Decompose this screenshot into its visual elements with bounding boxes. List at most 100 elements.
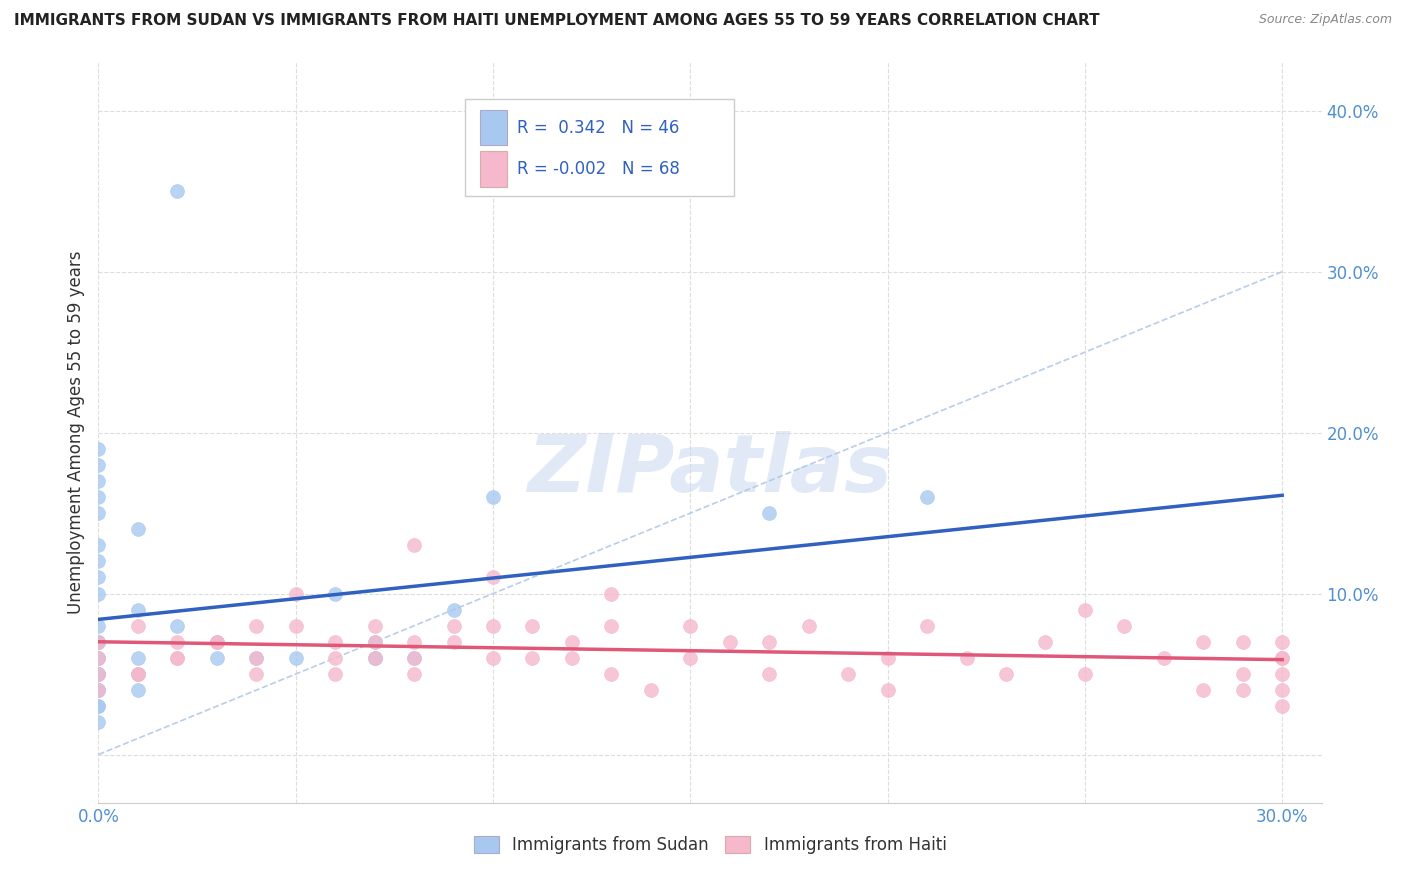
Point bbox=[87, 667, 110, 681]
Point bbox=[245, 619, 267, 633]
Point bbox=[363, 635, 385, 649]
Point bbox=[87, 667, 110, 681]
Point bbox=[640, 683, 662, 698]
Text: IMMIGRANTS FROM SUDAN VS IMMIGRANTS FROM HAITI UNEMPLOYMENT AMONG AGES 55 TO 59 : IMMIGRANTS FROM SUDAN VS IMMIGRANTS FROM… bbox=[14, 13, 1099, 29]
Point bbox=[404, 651, 426, 665]
Point bbox=[87, 651, 110, 665]
Point bbox=[87, 619, 110, 633]
Point bbox=[837, 667, 859, 681]
Point bbox=[1232, 635, 1254, 649]
Point bbox=[127, 602, 149, 616]
Point bbox=[522, 651, 544, 665]
Point bbox=[87, 651, 110, 665]
Point bbox=[87, 667, 110, 681]
Point bbox=[758, 667, 780, 681]
Point bbox=[127, 667, 149, 681]
Point bbox=[404, 635, 426, 649]
Point bbox=[127, 667, 149, 681]
Point bbox=[600, 667, 623, 681]
Point bbox=[87, 538, 110, 552]
Point bbox=[1192, 635, 1215, 649]
Bar bbox=[479, 110, 508, 145]
Point bbox=[245, 667, 267, 681]
Point bbox=[87, 699, 110, 714]
Point bbox=[127, 651, 149, 665]
Point bbox=[482, 619, 505, 633]
Point bbox=[87, 442, 110, 456]
Point bbox=[482, 490, 505, 504]
Point bbox=[561, 651, 583, 665]
Point bbox=[245, 651, 267, 665]
Point bbox=[323, 586, 346, 600]
Point bbox=[363, 651, 385, 665]
Point bbox=[404, 538, 426, 552]
Point bbox=[679, 619, 702, 633]
Point bbox=[443, 619, 465, 633]
Point bbox=[758, 506, 780, 520]
Point bbox=[166, 635, 188, 649]
Point bbox=[1271, 635, 1294, 649]
Point bbox=[1271, 683, 1294, 698]
Point bbox=[166, 651, 188, 665]
FancyBboxPatch shape bbox=[465, 99, 734, 195]
Point bbox=[363, 651, 385, 665]
Point bbox=[1035, 635, 1057, 649]
Point bbox=[166, 651, 188, 665]
Point bbox=[87, 667, 110, 681]
Point bbox=[994, 667, 1017, 681]
Point bbox=[797, 619, 820, 633]
Point bbox=[482, 570, 505, 584]
Y-axis label: Unemployment Among Ages 55 to 59 years: Unemployment Among Ages 55 to 59 years bbox=[66, 251, 84, 615]
Point bbox=[1232, 683, 1254, 698]
Point bbox=[87, 570, 110, 584]
Point bbox=[363, 635, 385, 649]
Point bbox=[87, 635, 110, 649]
Point bbox=[127, 683, 149, 698]
Point bbox=[443, 602, 465, 616]
Point bbox=[87, 554, 110, 568]
Point bbox=[679, 651, 702, 665]
Point bbox=[404, 667, 426, 681]
Point bbox=[363, 619, 385, 633]
Point bbox=[600, 586, 623, 600]
Point bbox=[561, 635, 583, 649]
Point bbox=[915, 619, 938, 633]
Point bbox=[87, 506, 110, 520]
Point bbox=[87, 635, 110, 649]
Text: ZIPatlas: ZIPatlas bbox=[527, 431, 893, 508]
Point bbox=[205, 635, 228, 649]
Point bbox=[1271, 667, 1294, 681]
Point bbox=[323, 635, 346, 649]
Text: R =  0.342   N = 46: R = 0.342 N = 46 bbox=[517, 119, 679, 136]
Point bbox=[443, 635, 465, 649]
Point bbox=[127, 522, 149, 536]
Legend: Immigrants from Sudan, Immigrants from Haiti: Immigrants from Sudan, Immigrants from H… bbox=[467, 830, 953, 861]
Point bbox=[87, 683, 110, 698]
Point bbox=[127, 619, 149, 633]
Point bbox=[323, 667, 346, 681]
Point bbox=[404, 651, 426, 665]
Point bbox=[284, 619, 307, 633]
Point bbox=[166, 619, 188, 633]
Point bbox=[1074, 667, 1097, 681]
Point bbox=[758, 635, 780, 649]
Point bbox=[1192, 683, 1215, 698]
Text: R = -0.002   N = 68: R = -0.002 N = 68 bbox=[517, 160, 679, 178]
Point bbox=[205, 635, 228, 649]
Point bbox=[87, 586, 110, 600]
Text: Source: ZipAtlas.com: Source: ZipAtlas.com bbox=[1258, 13, 1392, 27]
Bar bbox=[479, 152, 508, 186]
Point bbox=[127, 667, 149, 681]
Point bbox=[205, 651, 228, 665]
Point bbox=[482, 651, 505, 665]
Point bbox=[87, 635, 110, 649]
Point bbox=[718, 635, 741, 649]
Point bbox=[323, 651, 346, 665]
Point bbox=[245, 651, 267, 665]
Point bbox=[87, 699, 110, 714]
Point bbox=[955, 651, 977, 665]
Point bbox=[87, 715, 110, 730]
Point bbox=[1074, 602, 1097, 616]
Point bbox=[87, 651, 110, 665]
Point bbox=[1271, 651, 1294, 665]
